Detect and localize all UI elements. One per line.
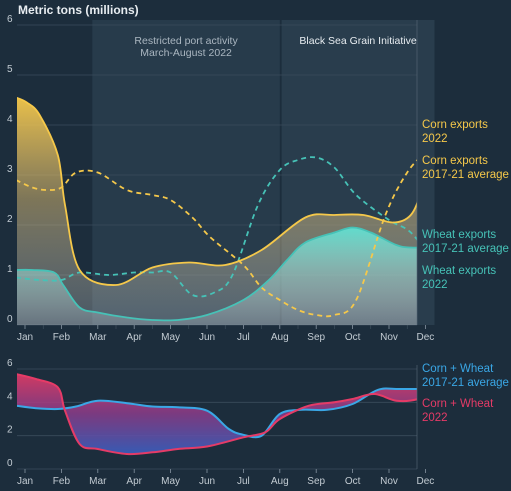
legend-sublabel-3: 2017-21 average	[422, 243, 509, 255]
top-x-tick-label: Mar	[89, 332, 107, 343]
legend-sublabel-6: 2022	[422, 412, 448, 424]
legend-label-5: Corn + Wheat	[422, 363, 494, 375]
top-plot-area	[17, 96, 417, 325]
legend-label-3: Wheat exports	[422, 229, 496, 241]
legend-sublabel-1: 2022	[422, 133, 448, 145]
bottom-x-tick-label: Nov	[380, 476, 398, 487]
top-x-tick-label: Dec	[417, 332, 435, 343]
legend-sublabel-5: 2017-21 average	[422, 377, 509, 389]
wheat-2022-area	[17, 227, 417, 325]
top-y-tick-label: 2	[7, 214, 13, 225]
bottom-x-tick-label: Aug	[271, 476, 289, 487]
top-x-tick-label: Jun	[199, 332, 215, 343]
bottom-x-tick-label: Mar	[89, 476, 107, 487]
bottom-x-tick-label: Sep	[307, 476, 325, 487]
top-x-tick-label: Aug	[271, 332, 289, 343]
bottom-x-tick-label: Feb	[53, 476, 71, 487]
top-x-tick-label: May	[161, 332, 180, 343]
top-x-tick-label: Jan	[17, 332, 33, 343]
bottom-x-tick-label: Jul	[237, 476, 250, 487]
legend-label-2: Corn exports	[422, 155, 488, 167]
legend-label-1: Corn exports	[422, 119, 488, 131]
top-x-tick-label: Feb	[53, 332, 71, 343]
legend-label-4: Wheat exports	[422, 265, 496, 277]
series-line-corn-exports-2017-21-average	[17, 159, 417, 318]
bottom-x-tick-label: May	[161, 476, 180, 487]
bottom-x-tick-label: Oct	[345, 476, 361, 487]
bottom-plot-area	[17, 373, 417, 456]
top-y-tick-label: 1	[7, 264, 13, 275]
difference-area	[17, 374, 417, 455]
legend-sublabel-2: 2017-21 average	[422, 169, 509, 181]
legend-sublabel-4: 2022	[422, 279, 448, 291]
bottom-x-tick-label: Jan	[17, 476, 33, 487]
top-y-tick-label: 3	[7, 164, 13, 175]
bottom-x-tick-label: Jun	[199, 476, 215, 487]
series-line-corn-wheat-average	[17, 387, 417, 439]
bottom-x-tick-label: Dec	[417, 476, 435, 487]
bottom-y-tick-label: 4	[7, 391, 13, 402]
shaded-region-label-2: Black Sea Grain Initiative	[299, 35, 416, 47]
bottom-y-tick-label: 0	[7, 458, 13, 469]
legend-label-6: Corn + Wheat	[422, 398, 494, 410]
top-y-tick-label: 4	[7, 114, 13, 125]
bottom-x-tick-label: Apr	[126, 476, 142, 487]
top-y-tick-label: 6	[7, 14, 13, 25]
top-x-tick-label: Jul	[237, 332, 250, 343]
series-line-corn-wheat-2022	[17, 373, 417, 456]
top-y-tick-label: 0	[7, 314, 13, 325]
shaded-region-label-1: Restricted port activity	[134, 35, 238, 47]
top-x-tick-label: Nov	[380, 332, 398, 343]
top-x-tick-label: Oct	[345, 332, 361, 343]
top-x-tick-label: Apr	[126, 332, 142, 343]
top-x-tick-label: Sep	[307, 332, 325, 343]
bottom-y-tick-label: 2	[7, 425, 13, 436]
top-y-tick-label: 5	[7, 64, 13, 75]
series-line-wheat-exports-2022	[17, 226, 417, 322]
series-line-corn-exports-2022	[17, 96, 417, 286]
series-line-wheat-exports-2017-21-average	[17, 156, 417, 298]
bottom-y-tick-label: 6	[7, 358, 13, 369]
shaded-region-sublabel-1: March-August 2022	[140, 47, 232, 59]
top-chart-title: Metric tons (millions)	[18, 3, 139, 17]
